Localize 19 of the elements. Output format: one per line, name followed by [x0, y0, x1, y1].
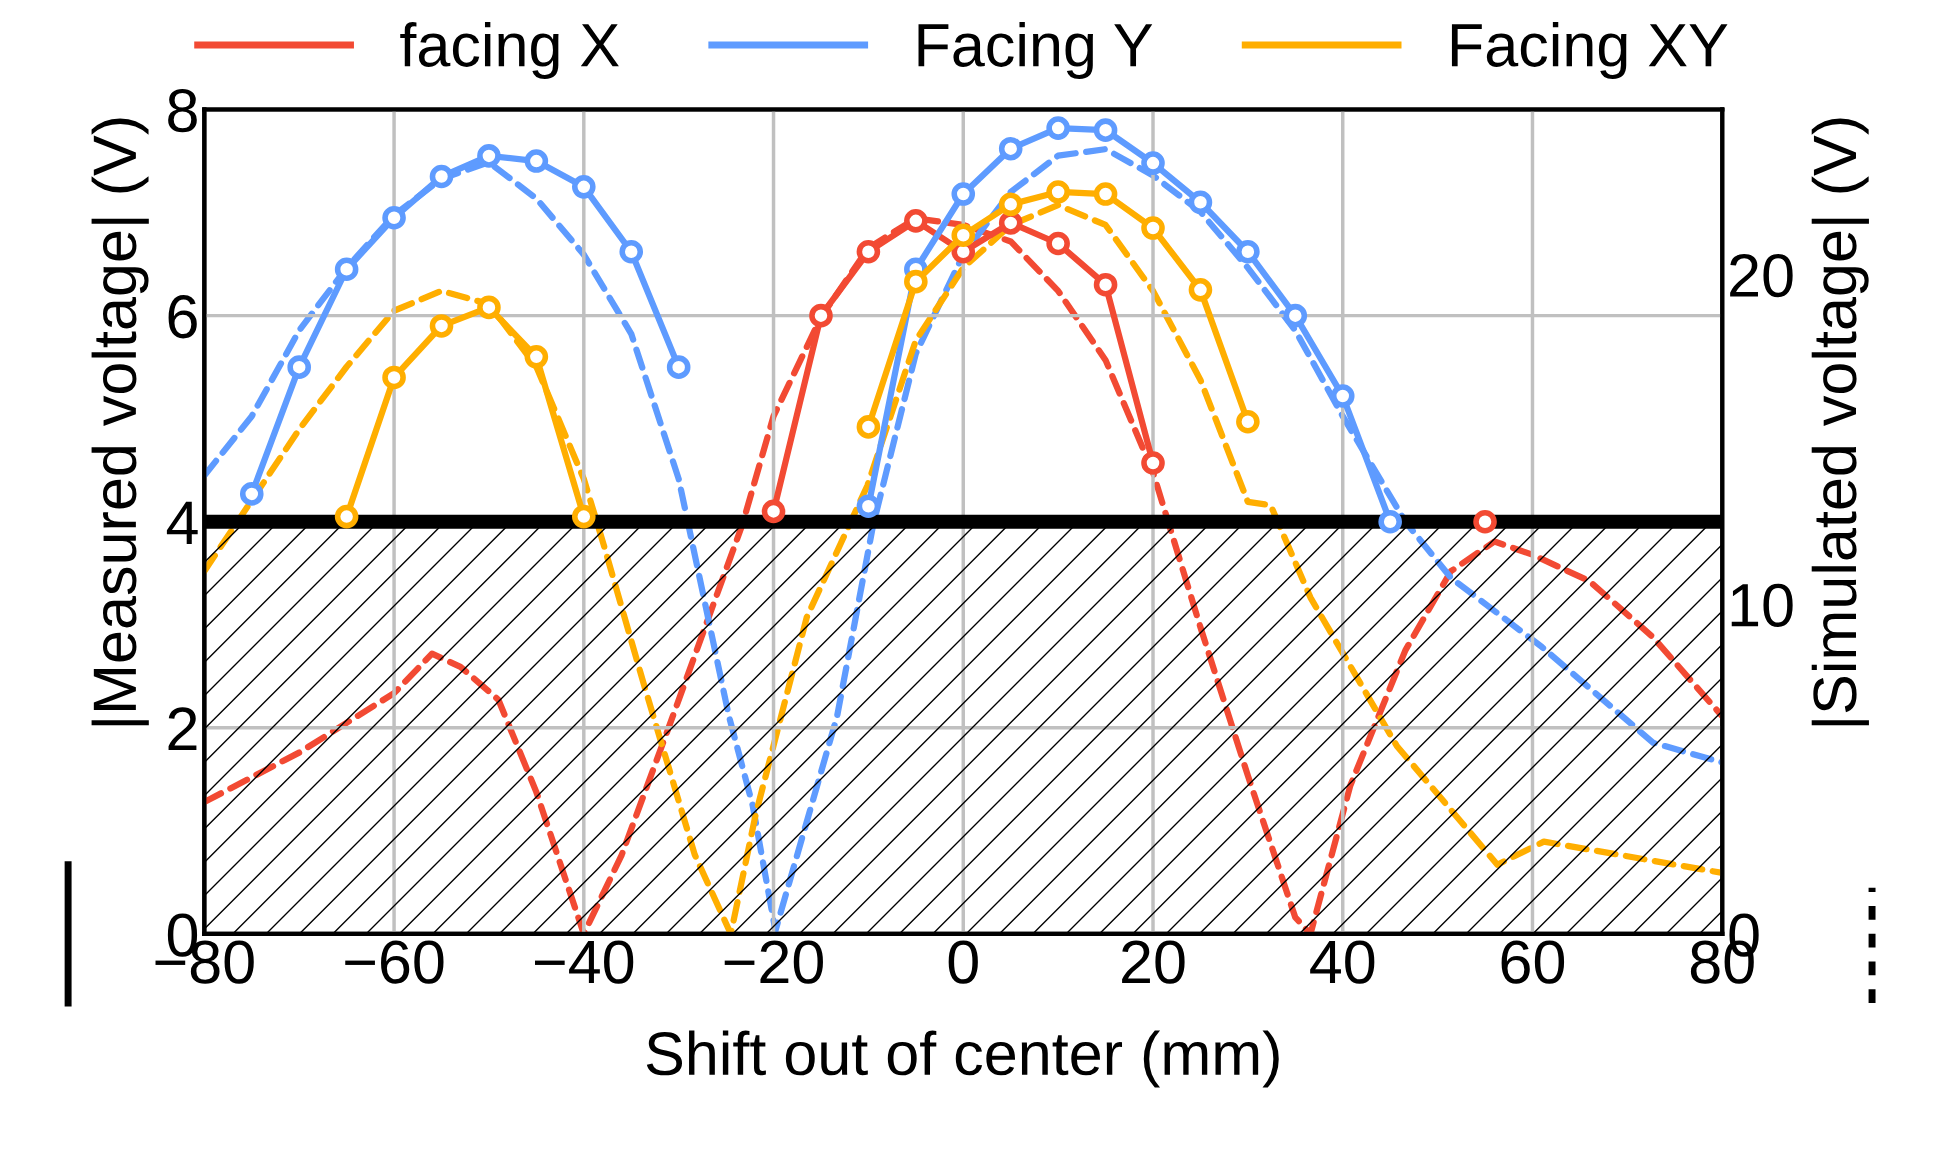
legend-label: Facing Y [918, 22, 1153, 79]
y-tick-label: 6 [168, 295, 197, 339]
y2-tick-label: 10 [1731, 583, 1793, 627]
legend-label: facing X [400, 22, 619, 79]
x-tick-label: 0 [948, 940, 978, 984]
y-tick-label: 2 [168, 707, 197, 750]
y-axis-title: |Measured voltage| (V) [91, 118, 149, 726]
y-tick-label: 8 [168, 89, 197, 133]
x-axis-title: Shift out of center (mm) [646, 1030, 1279, 1088]
x-tick-label: −20 [724, 940, 823, 984]
x-tick-label: 40 [1310, 940, 1375, 984]
y2-axis-title: |Simulated voltage| (V) [1811, 118, 1869, 726]
y-tick-label: 4 [166, 501, 198, 544]
x-tick-label: −60 [345, 940, 444, 984]
x-tick-label: 60 [1501, 940, 1565, 984]
legend-label: Facing XY [1451, 22, 1728, 79]
x-tick-label: 20 [1122, 940, 1185, 984]
y2-tick-label: 20 [1730, 253, 1793, 298]
x-tick-label: −40 [534, 940, 634, 984]
